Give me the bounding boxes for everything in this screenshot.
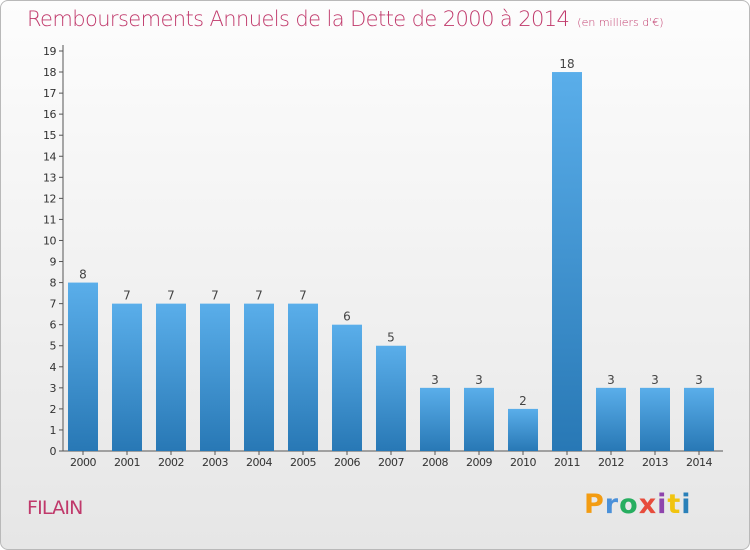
y-tick-label: 2	[50, 403, 57, 416]
x-tick-label-2005: 2005	[290, 456, 316, 469]
data-label-2003: 7	[211, 289, 219, 303]
chart-unit: (en milliers d'€)	[577, 16, 664, 29]
data-label-2010: 2	[519, 394, 527, 408]
x-tick-label-2001: 2001	[114, 456, 140, 469]
chart-title: Remboursements Annuels de la Dette de 20…	[27, 7, 664, 31]
y-tick-label: 7	[50, 298, 57, 311]
y-tick-label: 3	[50, 382, 57, 395]
y-tick-label: 9	[50, 256, 57, 269]
y-tick-label: 16	[43, 108, 56, 121]
x-tick-label-2003: 2003	[202, 456, 228, 469]
y-tick-label: 13	[43, 171, 56, 184]
x-tick-label-2014: 2014	[686, 456, 712, 469]
data-label-2009: 3	[475, 373, 483, 387]
x-tick-label-2010: 2010	[510, 456, 536, 469]
bar-2005	[288, 303, 318, 451]
data-label-2004: 7	[255, 289, 263, 303]
y-tick-label: 19	[43, 45, 56, 58]
y-tick-label: 10	[43, 234, 56, 247]
bar-2014	[684, 387, 714, 451]
data-label-2013: 3	[651, 373, 659, 387]
data-label-2014: 3	[695, 373, 703, 387]
x-tick-label-2011: 2011	[554, 456, 580, 469]
bar-2001	[112, 303, 142, 451]
y-tick-label: 8	[50, 277, 57, 290]
data-label-2012: 3	[607, 373, 615, 387]
x-tick-label-2002: 2002	[158, 456, 184, 469]
bars: 8 7 7 7 7 7 6 5 3 3 2 18 3 3 3	[68, 57, 714, 451]
x-tick-label-2006: 2006	[334, 456, 360, 469]
bar-2012	[596, 387, 626, 451]
y-tick-label: 5	[50, 340, 57, 353]
data-label-2005: 7	[299, 289, 307, 303]
x-tick-label-2007: 2007	[378, 456, 404, 469]
bar-2002	[156, 303, 186, 451]
bar-2004	[244, 303, 274, 451]
y-tick-label: 18	[43, 66, 56, 79]
x-tick-label-2009: 2009	[466, 456, 492, 469]
y-tick-label: 1	[50, 424, 57, 437]
data-label-2001: 7	[123, 289, 131, 303]
data-label-2007: 5	[387, 331, 395, 345]
bar-2013	[640, 387, 670, 451]
x-tick-label-2013: 2013	[642, 456, 668, 469]
data-label-2011: 18	[559, 57, 574, 71]
bar-2000	[68, 282, 98, 451]
x-tick-label-2008: 2008	[422, 456, 448, 469]
bar-2008	[420, 387, 450, 451]
bar-2009	[464, 387, 494, 451]
x-tick-label-2004: 2004	[246, 456, 272, 469]
y-tick-label: 11	[43, 213, 56, 226]
bar-2010	[508, 408, 538, 451]
y-tick-label: 4	[50, 361, 57, 374]
bar-2007	[376, 345, 406, 451]
data-label-2008: 3	[431, 373, 439, 387]
y-tick-label: 15	[43, 129, 56, 142]
y-tick-label: 6	[50, 319, 57, 332]
y-tick-label: 14	[43, 150, 56, 163]
y-tick-label: 17	[43, 87, 56, 100]
x-tick-label-2012: 2012	[598, 456, 624, 469]
data-label-2006: 6	[343, 310, 351, 324]
x-tick-label-2000: 2000	[70, 456, 96, 469]
y-tick-label: 12	[43, 192, 56, 205]
bar-2006	[332, 324, 362, 451]
commune-name: FILAIN	[27, 497, 83, 519]
bar-2011	[552, 72, 582, 451]
data-label-2000: 8	[79, 268, 87, 282]
bar-2003	[200, 303, 230, 451]
proxiti-logo: Proxiti	[584, 489, 692, 520]
y-tick-label: 0	[50, 445, 57, 458]
data-label-2002: 7	[167, 289, 175, 303]
